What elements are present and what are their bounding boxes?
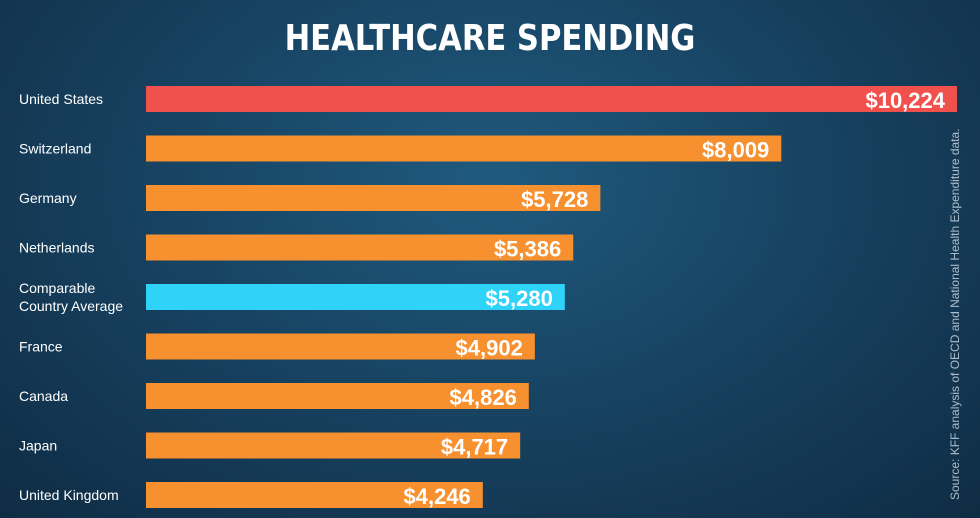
category-label: France bbox=[19, 339, 63, 355]
bar bbox=[146, 482, 483, 508]
bar bbox=[146, 234, 574, 261]
bar bbox=[146, 185, 601, 211]
value-label: $5,728 bbox=[521, 187, 588, 212]
category-label: Germany bbox=[19, 190, 77, 206]
value-label: $4,246 bbox=[404, 484, 471, 509]
source-note: Source: KFF analysis of OECD and Nationa… bbox=[948, 128, 962, 500]
category-label: Canada bbox=[19, 388, 68, 404]
value-label: $4,717 bbox=[441, 435, 508, 460]
bar bbox=[146, 333, 535, 360]
value-label: $5,280 bbox=[486, 286, 553, 311]
value-label: $4,902 bbox=[456, 336, 523, 361]
value-label: $8,009 bbox=[702, 138, 769, 163]
category-label: Comparable Country Average bbox=[19, 280, 123, 314]
bar bbox=[146, 383, 529, 409]
chart-title: HEALTHCARE SPENDING bbox=[284, 18, 696, 59]
value-label: $5,386 bbox=[494, 237, 561, 262]
category-label: Switzerland bbox=[19, 141, 91, 157]
bar bbox=[146, 432, 521, 459]
category-label: Netherlands bbox=[19, 240, 95, 256]
category-label: Japan bbox=[19, 438, 57, 454]
value-label: $4,826 bbox=[450, 385, 517, 410]
bar bbox=[146, 284, 565, 310]
category-label: United States bbox=[19, 91, 103, 107]
bar bbox=[146, 135, 782, 162]
bar bbox=[146, 86, 957, 112]
category-label: United Kingdom bbox=[19, 487, 119, 503]
value-label: $10,224 bbox=[865, 88, 945, 113]
